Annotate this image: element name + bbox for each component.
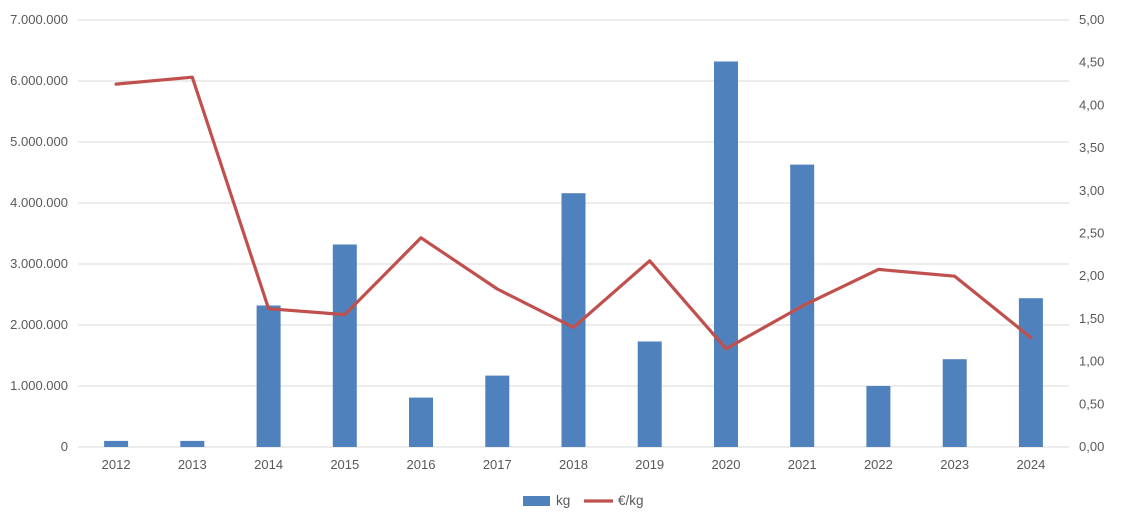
- svg-text:2016: 2016: [407, 457, 436, 472]
- svg-text:5,00: 5,00: [1079, 12, 1104, 27]
- svg-text:2014: 2014: [254, 457, 283, 472]
- svg-text:2012: 2012: [102, 457, 131, 472]
- svg-text:1,00: 1,00: [1079, 354, 1104, 369]
- svg-text:4,00: 4,00: [1079, 97, 1104, 112]
- svg-text:2022: 2022: [864, 457, 893, 472]
- svg-text:2020: 2020: [712, 457, 741, 472]
- svg-text:7.000.000: 7.000.000: [10, 12, 68, 27]
- svg-text:5.000.000: 5.000.000: [10, 134, 68, 149]
- svg-text:3,50: 3,50: [1079, 140, 1104, 155]
- svg-text:2023: 2023: [940, 457, 969, 472]
- svg-text:2017: 2017: [483, 457, 512, 472]
- svg-text:kg: kg: [556, 493, 570, 508]
- svg-text:1,50: 1,50: [1079, 311, 1104, 326]
- svg-text:2018: 2018: [559, 457, 588, 472]
- svg-text:2019: 2019: [635, 457, 664, 472]
- svg-text:0,00: 0,00: [1079, 439, 1104, 454]
- svg-text:4.000.000: 4.000.000: [10, 195, 68, 210]
- svg-text:2013: 2013: [178, 457, 207, 472]
- svg-text:2,50: 2,50: [1079, 226, 1104, 241]
- svg-text:3.000.000: 3.000.000: [10, 256, 68, 271]
- svg-text:€/kg: €/kg: [618, 493, 644, 508]
- svg-text:2015: 2015: [330, 457, 359, 472]
- svg-text:2.000.000: 2.000.000: [10, 317, 68, 332]
- svg-text:3,00: 3,00: [1079, 183, 1104, 198]
- svg-text:6.000.000: 6.000.000: [10, 73, 68, 88]
- svg-text:0: 0: [61, 439, 68, 454]
- svg-text:1.000.000: 1.000.000: [10, 378, 68, 393]
- svg-text:2,00: 2,00: [1079, 268, 1104, 283]
- svg-text:4,50: 4,50: [1079, 55, 1104, 70]
- svg-text:0,50: 0,50: [1079, 396, 1104, 411]
- svg-text:2021: 2021: [788, 457, 817, 472]
- svg-text:2024: 2024: [1016, 457, 1045, 472]
